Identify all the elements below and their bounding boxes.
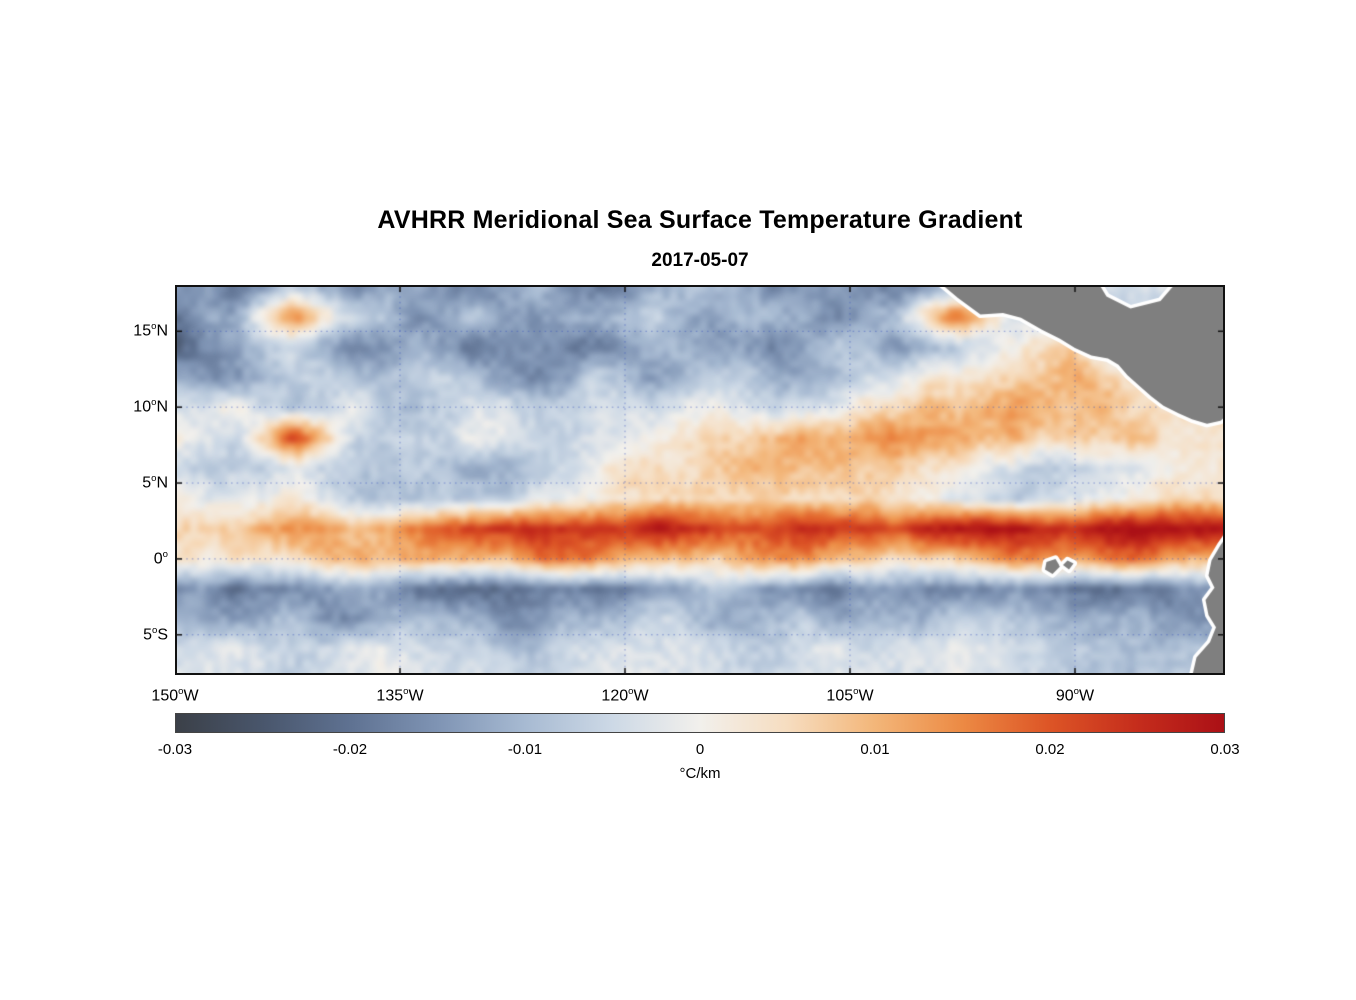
x-tick-label: 120oW — [601, 686, 649, 705]
colorbar-tick-label: -0.01 — [507, 741, 543, 758]
sst-gradient-heatmap-canvas — [175, 285, 1225, 675]
colorbar-units-label: °C/km — [679, 765, 721, 782]
x-tick-label: 105oW — [826, 686, 874, 705]
colorbar-tick-label: -0.02 — [332, 741, 368, 758]
y-tick-label: 15oN — [133, 321, 168, 340]
colorbar-tick-label: -0.03 — [157, 741, 193, 758]
colorbar-tick-label: 0.01 — [860, 741, 890, 758]
y-tick-label: 5oS — [143, 624, 168, 644]
x-tick-label: 90oW — [1055, 686, 1095, 705]
chart-title: AVHRR Meridional Sea Surface Temperature… — [377, 206, 1023, 234]
colorbar — [175, 713, 1225, 733]
x-tick-label: 150oW — [151, 686, 199, 705]
colorbar-tick-label: 0 — [695, 741, 705, 758]
chart-date-subtitle: 2017-05-07 — [651, 250, 749, 271]
y-tick-label: 5oN — [142, 473, 168, 492]
colorbar-tick-label: 0.03 — [1210, 741, 1240, 758]
colorbar-tick-label: 0.02 — [1035, 741, 1065, 758]
y-tick-label: 10oN — [133, 397, 168, 416]
y-tick-label: 0o — [153, 548, 168, 568]
x-tick-label: 135oW — [376, 686, 424, 705]
